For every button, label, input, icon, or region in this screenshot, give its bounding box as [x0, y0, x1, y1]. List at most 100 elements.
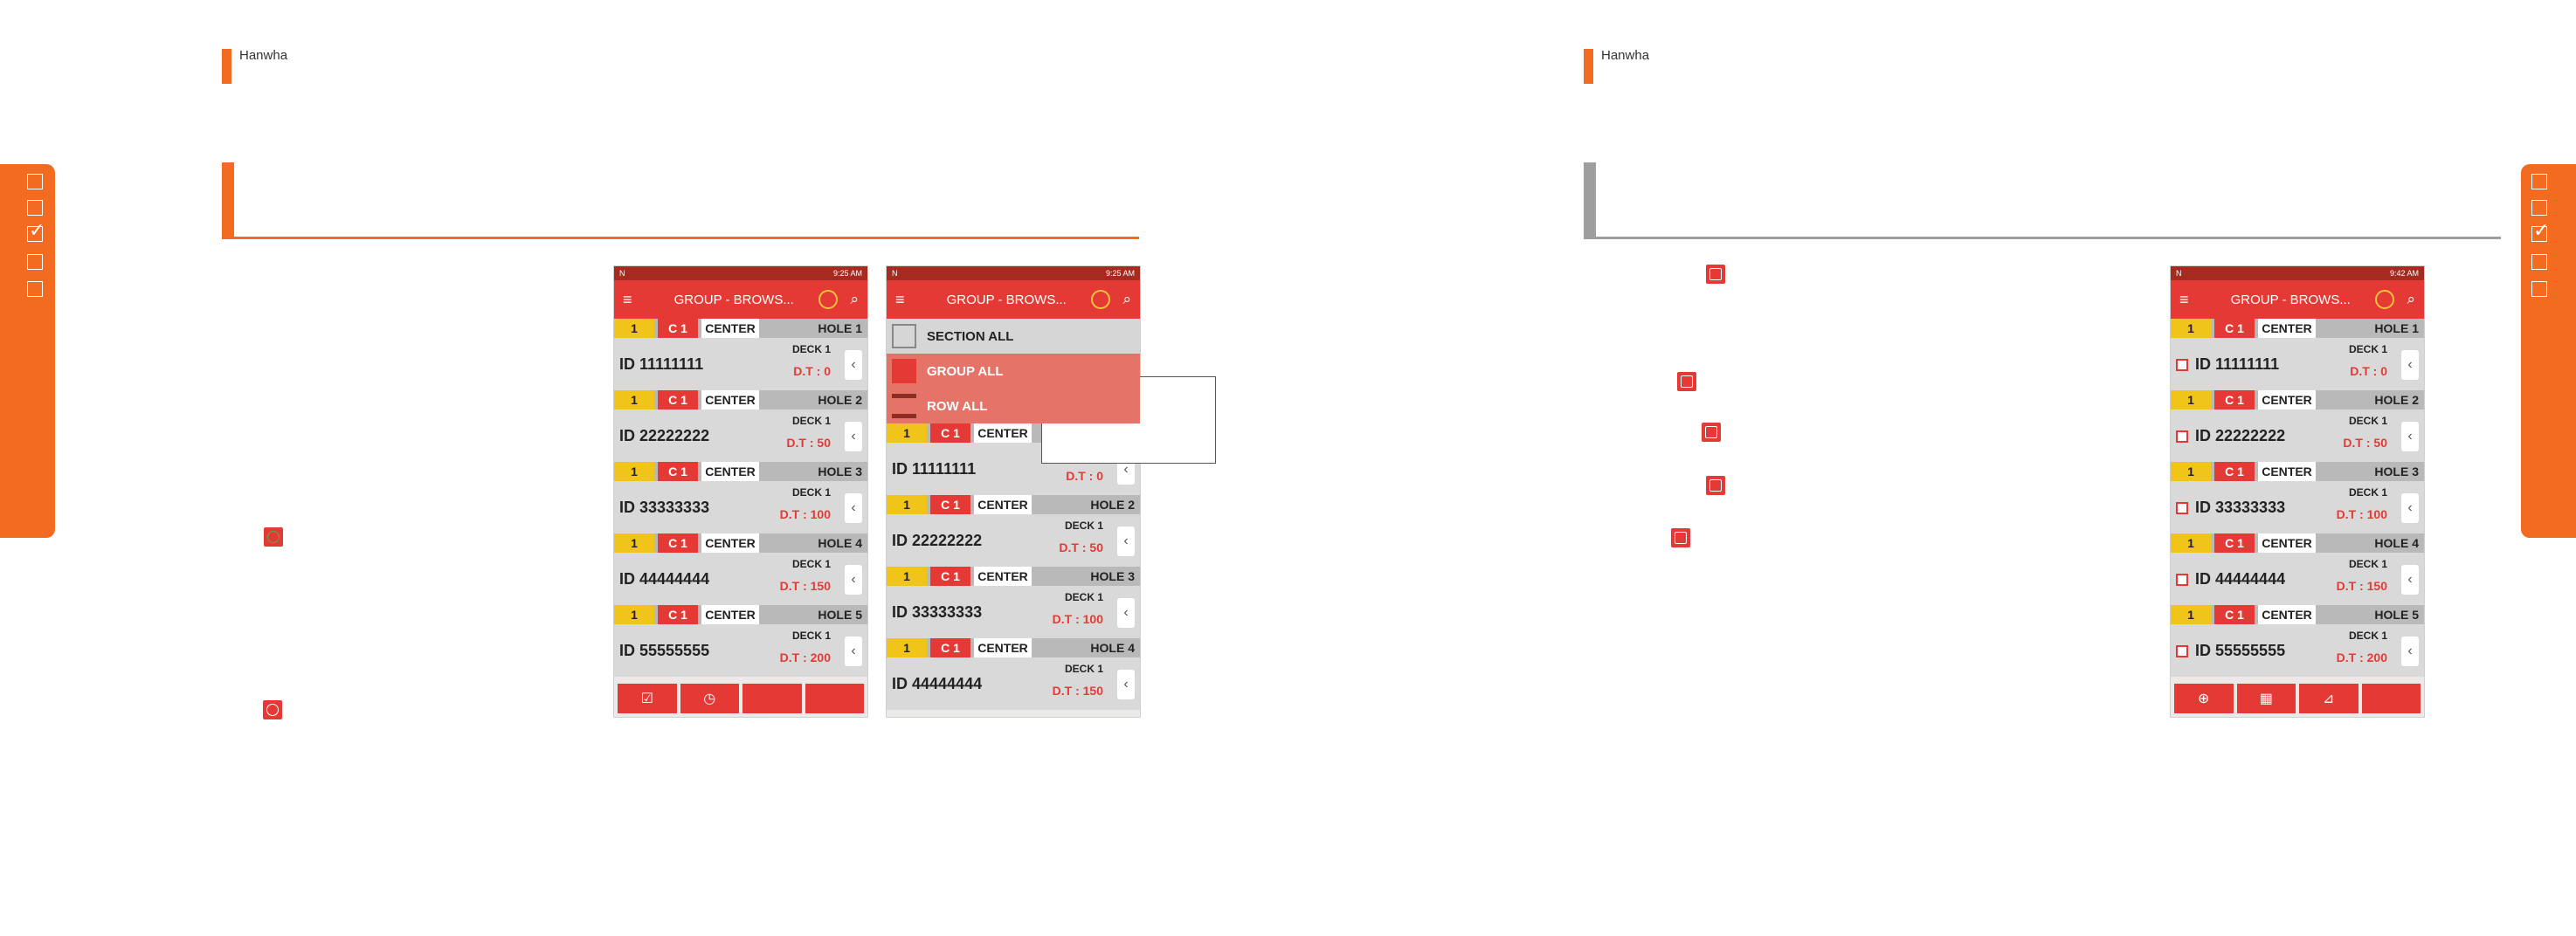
select-dropdown: SECTION ALL GROUP ALL ROW ALL: [887, 319, 1140, 423]
delete-button[interactable]: [2361, 684, 2421, 713]
n-icon: N: [892, 269, 898, 278]
add-button[interactable]: ⊕: [2174, 684, 2234, 713]
row-deck: DECK 1: [791, 486, 831, 499]
row-checkbox[interactable]: [2176, 359, 2188, 371]
select-button[interactable]: ☑: [618, 684, 677, 713]
menu-icon[interactable]: ≡: [623, 290, 632, 308]
row-checkbox[interactable]: [2176, 430, 2188, 443]
row-deck: DECK 1: [2348, 486, 2387, 499]
row-pos: CENTER: [974, 638, 1032, 657]
row-code: C 1: [658, 605, 698, 624]
rows-icon: [892, 394, 916, 418]
tab-checkbox: [27, 254, 43, 270]
row-checkbox[interactable]: [2176, 574, 2188, 586]
chevron-left-icon[interactable]: ‹: [845, 637, 862, 666]
chevron-left-icon[interactable]: ‹: [845, 565, 862, 595]
history-button[interactable]: ◷: [680, 684, 739, 713]
row-dt: D.T : 200: [2336, 650, 2387, 664]
chevron-left-icon[interactable]: ‹: [845, 422, 862, 451]
chevron-left-icon[interactable]: ‹: [1117, 598, 1135, 628]
status-time: 9:25 AM: [832, 269, 862, 278]
row-dt: D.T : 0: [1066, 469, 1103, 483]
row-deck: DECK 1: [2348, 630, 2387, 642]
section-rule: [222, 237, 1139, 239]
row-hole: HOLE 3: [1090, 569, 1135, 583]
grid-button[interactable]: ▦: [2236, 684, 2296, 713]
brand-tag: [1584, 49, 1593, 84]
row-deck: DECK 1: [2348, 415, 2387, 427]
row-pos: CENTER: [974, 567, 1032, 586]
row-code: C 1: [2214, 319, 2255, 338]
row-all-option[interactable]: ROW ALL: [887, 389, 1140, 423]
right-side-tab: ✓: [2521, 164, 2576, 538]
chevron-left-icon[interactable]: ‹: [2401, 493, 2419, 523]
row-num: 1: [614, 533, 654, 553]
menu-icon[interactable]: ≡: [895, 290, 905, 308]
row-id: ID 55555555: [2195, 642, 2286, 659]
chevron-left-icon[interactable]: ‹: [1117, 526, 1135, 556]
menu-icon[interactable]: ≡: [2179, 290, 2189, 308]
row-num: 1: [887, 567, 927, 586]
row-pos: CENTER: [701, 390, 759, 410]
chart-button[interactable]: ⊿: [2299, 684, 2358, 713]
row-pos: CENTER: [974, 423, 1032, 443]
group-icon: [892, 359, 916, 383]
chevron-left-icon[interactable]: ‹: [845, 493, 862, 523]
section-all-option[interactable]: SECTION ALL: [887, 319, 1140, 354]
row-hole: HOLE 1: [818, 321, 862, 335]
brand-right: Hanwha: [1601, 48, 1650, 63]
search-icon[interactable]: ⌕: [2407, 291, 2415, 307]
tab-checkbox-checked: ✓: [27, 220, 45, 242]
row-hole: HOLE 2: [818, 393, 862, 407]
group-all-option[interactable]: GROUP ALL: [887, 354, 1140, 389]
row-deck: DECK 1: [791, 343, 831, 355]
row-dt: D.T : 0: [793, 364, 831, 378]
search-icon[interactable]: ⌕: [850, 291, 859, 307]
chevron-left-icon[interactable]: ‹: [2401, 565, 2419, 595]
row-id: ID 11111111: [2195, 355, 2280, 373]
toolbar-button-3[interactable]: [742, 684, 802, 713]
refresh-icon[interactable]: [2375, 290, 2395, 309]
row-num: 1: [887, 495, 927, 514]
n-icon: N: [2176, 269, 2182, 278]
row-num: 1: [2171, 390, 2211, 410]
search-icon[interactable]: ⌕: [1122, 291, 1131, 307]
tab-checkbox: [27, 174, 43, 189]
toolbar-button-4[interactable]: [805, 684, 864, 713]
bottom-toolbar: ☑ ◷: [618, 684, 864, 713]
n-icon: N: [619, 269, 625, 278]
refresh-icon[interactable]: [1091, 290, 1111, 309]
row-dt: D.T : 0: [2350, 364, 2387, 378]
row-pos: CENTER: [701, 533, 759, 553]
row-deck: DECK 1: [2348, 343, 2387, 355]
chevron-left-icon[interactable]: ‹: [845, 350, 862, 380]
row-dt: D.T : 50: [2343, 436, 2387, 450]
chevron-left-icon[interactable]: ‹: [2401, 350, 2419, 380]
row-id: ID 33333333: [892, 603, 983, 621]
row-code: C 1: [2214, 533, 2255, 553]
row-code: C 1: [2214, 390, 2255, 410]
row-code: C 1: [930, 495, 970, 514]
row-checkbox[interactable]: [2176, 645, 2188, 657]
section-all-label: SECTION ALL: [927, 328, 1014, 344]
chevron-left-icon[interactable]: ‹: [2401, 637, 2419, 666]
chevron-left-icon[interactable]: ‹: [2401, 422, 2419, 451]
refresh-icon[interactable]: [818, 290, 839, 309]
row-checkbox[interactable]: [2176, 502, 2188, 514]
row-dt: D.T : 200: [779, 650, 831, 664]
chevron-left-icon[interactable]: ‹: [1117, 670, 1135, 699]
